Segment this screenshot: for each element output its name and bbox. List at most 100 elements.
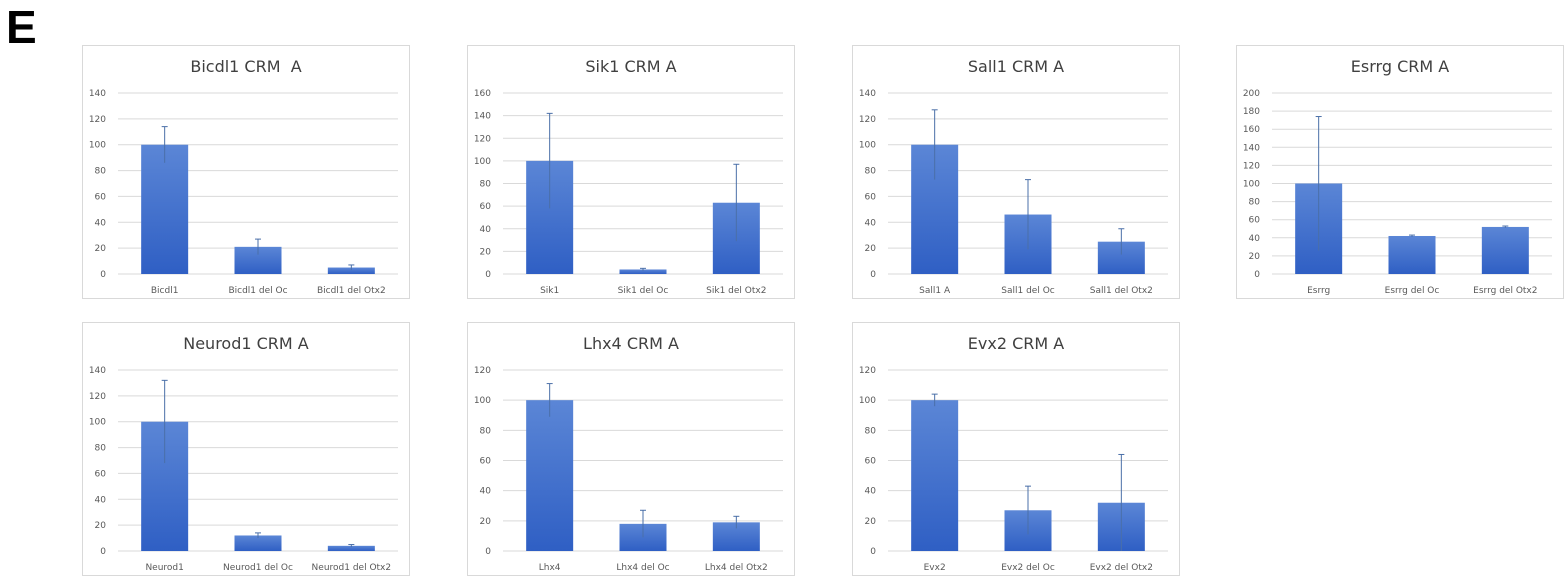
y-tick-label: 20 [480, 517, 492, 527]
y-tick-label: 80 [480, 426, 492, 436]
x-tick-label: Bicdl1 del Oc [228, 286, 287, 296]
x-tick-label: Lhx4 del Otx2 [705, 563, 768, 573]
chart-lhx4: Lhx4 CRM A 0 20 40 60 80 100 120 Lhx4 Lhx4 del O… [467, 322, 795, 576]
bar [526, 400, 574, 551]
x-tick-label: Neurod1 [145, 563, 183, 573]
y-tick-label: 80 [95, 167, 107, 177]
y-tick-label: 100 [859, 396, 876, 406]
x-tick-label: Bicdl1 [151, 286, 179, 296]
y-tick-label: 80 [480, 180, 492, 190]
chart-sik1: Sik1 CRM A 0 20 40 60 80 100 120 140 160 Sik1 Sik1… [467, 45, 795, 299]
bar [141, 144, 189, 274]
y-tick-label: 100 [859, 141, 876, 151]
y-tick-label: 0 [100, 547, 106, 557]
bar [234, 535, 282, 551]
y-tick-label: 100 [474, 396, 491, 406]
y-tick-label: 40 [480, 487, 492, 497]
y-tick-label: 40 [480, 225, 492, 235]
y-tick-label: 60 [95, 469, 107, 479]
y-tick-label: 120 [1243, 161, 1260, 171]
x-tick-label: Evx2 [924, 563, 946, 573]
y-tick-label: 0 [870, 547, 876, 557]
bar [619, 269, 667, 274]
y-tick-label: 100 [1243, 180, 1260, 190]
x-tick-label: Sall1 del Oc [1001, 286, 1055, 296]
x-tick-label: Neurod1 del Otx2 [312, 563, 392, 573]
y-tick-label: 20 [95, 244, 107, 254]
y-tick-label: 100 [89, 418, 106, 428]
y-tick-label: 160 [1243, 125, 1260, 135]
x-tick-label: Evx2 del Otx2 [1090, 563, 1153, 573]
chart-plot: 0 20 40 60 80 100 120 140 Sall1 A Sall1 del Oc Sal… [859, 89, 1168, 296]
y-tick-label: 100 [89, 141, 106, 151]
y-tick-label: 120 [474, 134, 491, 144]
x-tick-label: Sik1 del Otx2 [706, 286, 766, 296]
y-tick-label: 140 [89, 366, 106, 376]
y-tick-label: 80 [1249, 198, 1261, 208]
y-tick-label: 60 [480, 202, 492, 212]
chart-plot: 0 20 40 60 80 100 120 140 160 180 200 Esrrg Esrrg de… [1243, 89, 1552, 296]
y-tick-label: 160 [474, 89, 491, 99]
x-tick-label: Sik1 del Oc [618, 286, 669, 296]
y-tick-label: 40 [95, 218, 107, 228]
bar [1481, 226, 1529, 274]
y-tick-label: 40 [865, 218, 877, 228]
y-tick-label: 20 [865, 517, 877, 527]
x-tick-label: Lhx4 del Oc [616, 563, 669, 573]
y-tick-label: 20 [865, 244, 877, 254]
chart-neurod1: Neurod1 CRM A 0 20 40 60 80 100 120 140 Neurod1 N… [82, 322, 410, 576]
y-tick-label: 0 [485, 547, 491, 557]
y-tick-label: 200 [1243, 89, 1260, 99]
y-tick-label: 80 [95, 444, 107, 454]
y-tick-label: 120 [89, 392, 106, 402]
chart-evx2: Evx2 CRM A 0 20 40 60 80 100 120 Evx2 Evx2 del O… [852, 322, 1180, 576]
y-tick-label: 120 [859, 366, 876, 376]
chart-sall1: Sall1 CRM A 0 20 40 60 80 100 120 140 Sall1 A Sal… [852, 45, 1180, 299]
y-tick-label: 0 [100, 270, 106, 280]
bar [327, 267, 375, 274]
chart-esrrg: Esrrg CRM A 0 20 40 60 80 100 120 140 160 180 200 E… [1236, 45, 1564, 299]
chart-plot: 0 20 40 60 80 100 120 140 Neurod1 Neurod1 del Oc N… [89, 366, 398, 573]
y-tick-label: 140 [859, 89, 876, 99]
chart-plot: 0 20 40 60 80 100 120 Lhx4 Lhx4 del Oc Lhx4 del O… [474, 366, 783, 573]
chart-plot: 0 20 40 60 80 100 120 140 160 Sik1 Sik1 del Oc Sik1… [474, 89, 783, 296]
x-tick-label: Esrrg del Otx2 [1473, 286, 1537, 296]
y-tick-label: 100 [474, 157, 491, 167]
y-tick-label: 120 [859, 115, 876, 125]
chart-plot: 0 20 40 60 80 100 120 140 Bicdl1 Bicdl1 del Oc Bic… [89, 89, 398, 296]
y-tick-label: 140 [1243, 143, 1260, 153]
y-tick-label: 20 [95, 521, 107, 531]
y-tick-label: 140 [89, 89, 106, 99]
y-tick-label: 40 [1249, 234, 1261, 244]
x-tick-label: Sall1 del Otx2 [1090, 286, 1153, 296]
y-tick-label: 0 [485, 270, 491, 280]
x-tick-label: Sall1 A [919, 286, 951, 296]
bar [1388, 235, 1436, 274]
y-tick-label: 0 [870, 270, 876, 280]
x-tick-label: Bicdl1 del Otx2 [317, 286, 386, 296]
y-tick-label: 120 [89, 115, 106, 125]
x-tick-label: Neurod1 del Oc [223, 563, 293, 573]
chart-title: Bicdl1 CRM A [190, 57, 302, 76]
chart-title: Sik1 CRM A [585, 57, 677, 76]
chart-title: Sall1 CRM A [967, 57, 1065, 76]
x-tick-label: Sik1 [540, 286, 559, 296]
y-tick-label: 40 [95, 495, 107, 505]
chart-title: Esrrg CRM A [1350, 57, 1450, 76]
chart-bicdl1: Bicdl1 CRM A 0 20 40 60 80 100 120 140 Bicdl1 Bic… [82, 45, 410, 299]
y-tick-label: 140 [474, 112, 491, 122]
x-tick-label: Esrrg del Oc [1385, 286, 1440, 296]
bar [327, 545, 375, 551]
y-tick-label: 180 [1243, 107, 1260, 117]
y-tick-label: 20 [1249, 252, 1261, 262]
y-tick-label: 80 [865, 167, 877, 177]
y-tick-label: 60 [865, 457, 877, 467]
chart-plot: 0 20 40 60 80 100 120 Evx2 Evx2 del Oc Evx2 del O… [859, 366, 1168, 573]
x-tick-label: Lhx4 [539, 563, 561, 573]
y-tick-label: 120 [474, 366, 491, 376]
chart-title: Evx2 CRM A [967, 334, 1065, 353]
y-tick-label: 80 [865, 426, 877, 436]
y-tick-label: 0 [1254, 270, 1260, 280]
x-tick-label: Evx2 del Oc [1001, 563, 1055, 573]
chart-title: Lhx4 CRM A [583, 334, 679, 353]
